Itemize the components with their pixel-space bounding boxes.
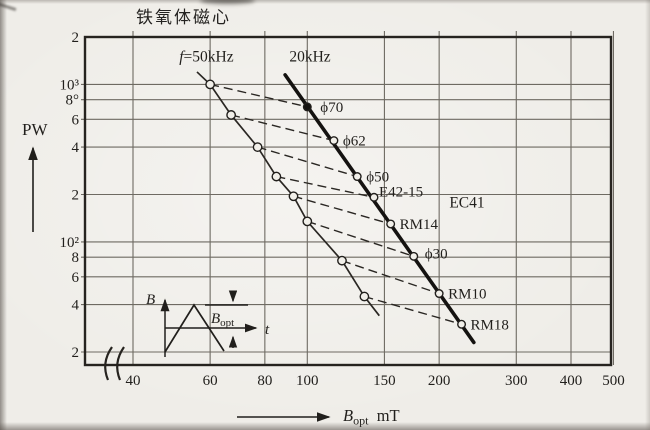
y-tick-label: 2 [72, 345, 80, 361]
annotation-part: =50kHz [184, 48, 234, 65]
y-tick-label: 8° [66, 93, 80, 109]
gridlines [81, 31, 614, 365]
x-tick-label: 500 [602, 373, 625, 389]
annotation-italic-part: f [179, 48, 186, 65]
inset-t-label: t [265, 322, 270, 338]
x-tick-label: 40 [126, 373, 141, 389]
x-tick-label: 400 [560, 373, 583, 389]
connector-dashed [257, 146, 358, 178]
y-tick-label: 4 [72, 140, 80, 156]
marker-50khz [302, 216, 313, 227]
y-tick-label: 2 [72, 30, 80, 46]
core-label: RM10 [448, 287, 486, 303]
y-tick-label: 6 [72, 270, 80, 286]
marker-20khz [352, 172, 362, 182]
marker-20khz [434, 289, 444, 299]
inset-b-label: B [146, 292, 155, 308]
marker-50khz [271, 171, 282, 182]
marker-50khz [205, 79, 216, 90]
core-label: RM18 [471, 317, 509, 333]
connector-dashed [307, 220, 414, 257]
core-label: RM14 [400, 217, 439, 233]
x-tick-label: 300 [505, 373, 528, 389]
line-50khz [196, 71, 380, 317]
connector-dashed [276, 175, 375, 198]
marker-50khz [226, 110, 237, 120]
y-tick-label: 6 [72, 112, 80, 128]
x-tick-label: 60 [203, 373, 218, 389]
x-tick-label: 100 [296, 373, 319, 389]
inset-triangle-wave [164, 303, 225, 353]
marker-20khz [409, 251, 419, 261]
chart-title: 铁氧体磁心 [136, 8, 231, 28]
marker-50khz [337, 255, 347, 266]
axis-break-mark [104, 346, 113, 381]
scan-artifact [200, 0, 255, 4]
data-markers [205, 79, 467, 329]
y-axis-label: PW [22, 120, 48, 139]
marker-20khz [302, 102, 312, 112]
marker-20khz [386, 219, 396, 229]
connector-dashed [230, 114, 335, 142]
series-lines [196, 71, 476, 345]
line-20khz [283, 73, 476, 345]
marker-20khz [369, 192, 379, 202]
core-label: ϕ30 [425, 246, 448, 262]
x-tick-label: 80 [257, 373, 272, 389]
core-label: E42-15 [379, 184, 423, 200]
x-axis-label: Bopt mT [343, 406, 400, 428]
y-tick-label: 4 [72, 298, 80, 314]
bopt-waveform-inset: B t Bopt [146, 290, 270, 357]
plot-border [83, 35, 613, 367]
core-label: ϕ70 [320, 100, 343, 116]
annotation: 20kHz [289, 48, 330, 65]
x-tick-label: 150 [373, 373, 396, 389]
y-tick-label: 10³ [60, 77, 80, 93]
x-tick-label: 200 [428, 373, 451, 389]
marker-50khz [288, 191, 299, 202]
connector-dashed [293, 195, 391, 225]
annotation: f=50kHz [179, 48, 233, 65]
marker-20khz [457, 319, 467, 329]
core-label: ϕ62 [343, 134, 366, 150]
y-tick-label: 10² [60, 235, 80, 251]
connector-dashed [209, 83, 308, 108]
core-label: ϕ50 [366, 170, 389, 186]
marker-50khz [359, 291, 370, 302]
annotation: EC41 [449, 195, 484, 212]
marker-20khz [329, 136, 339, 146]
marker-50khz [252, 142, 263, 152]
connector-dashed [364, 295, 462, 325]
connector-dashed [341, 260, 440, 295]
y-tick-label: 8 [72, 250, 80, 266]
inset-bopt-label: Bopt [211, 311, 234, 329]
axis-break-mark [116, 346, 125, 381]
y-tick-label: 2 [72, 188, 80, 204]
